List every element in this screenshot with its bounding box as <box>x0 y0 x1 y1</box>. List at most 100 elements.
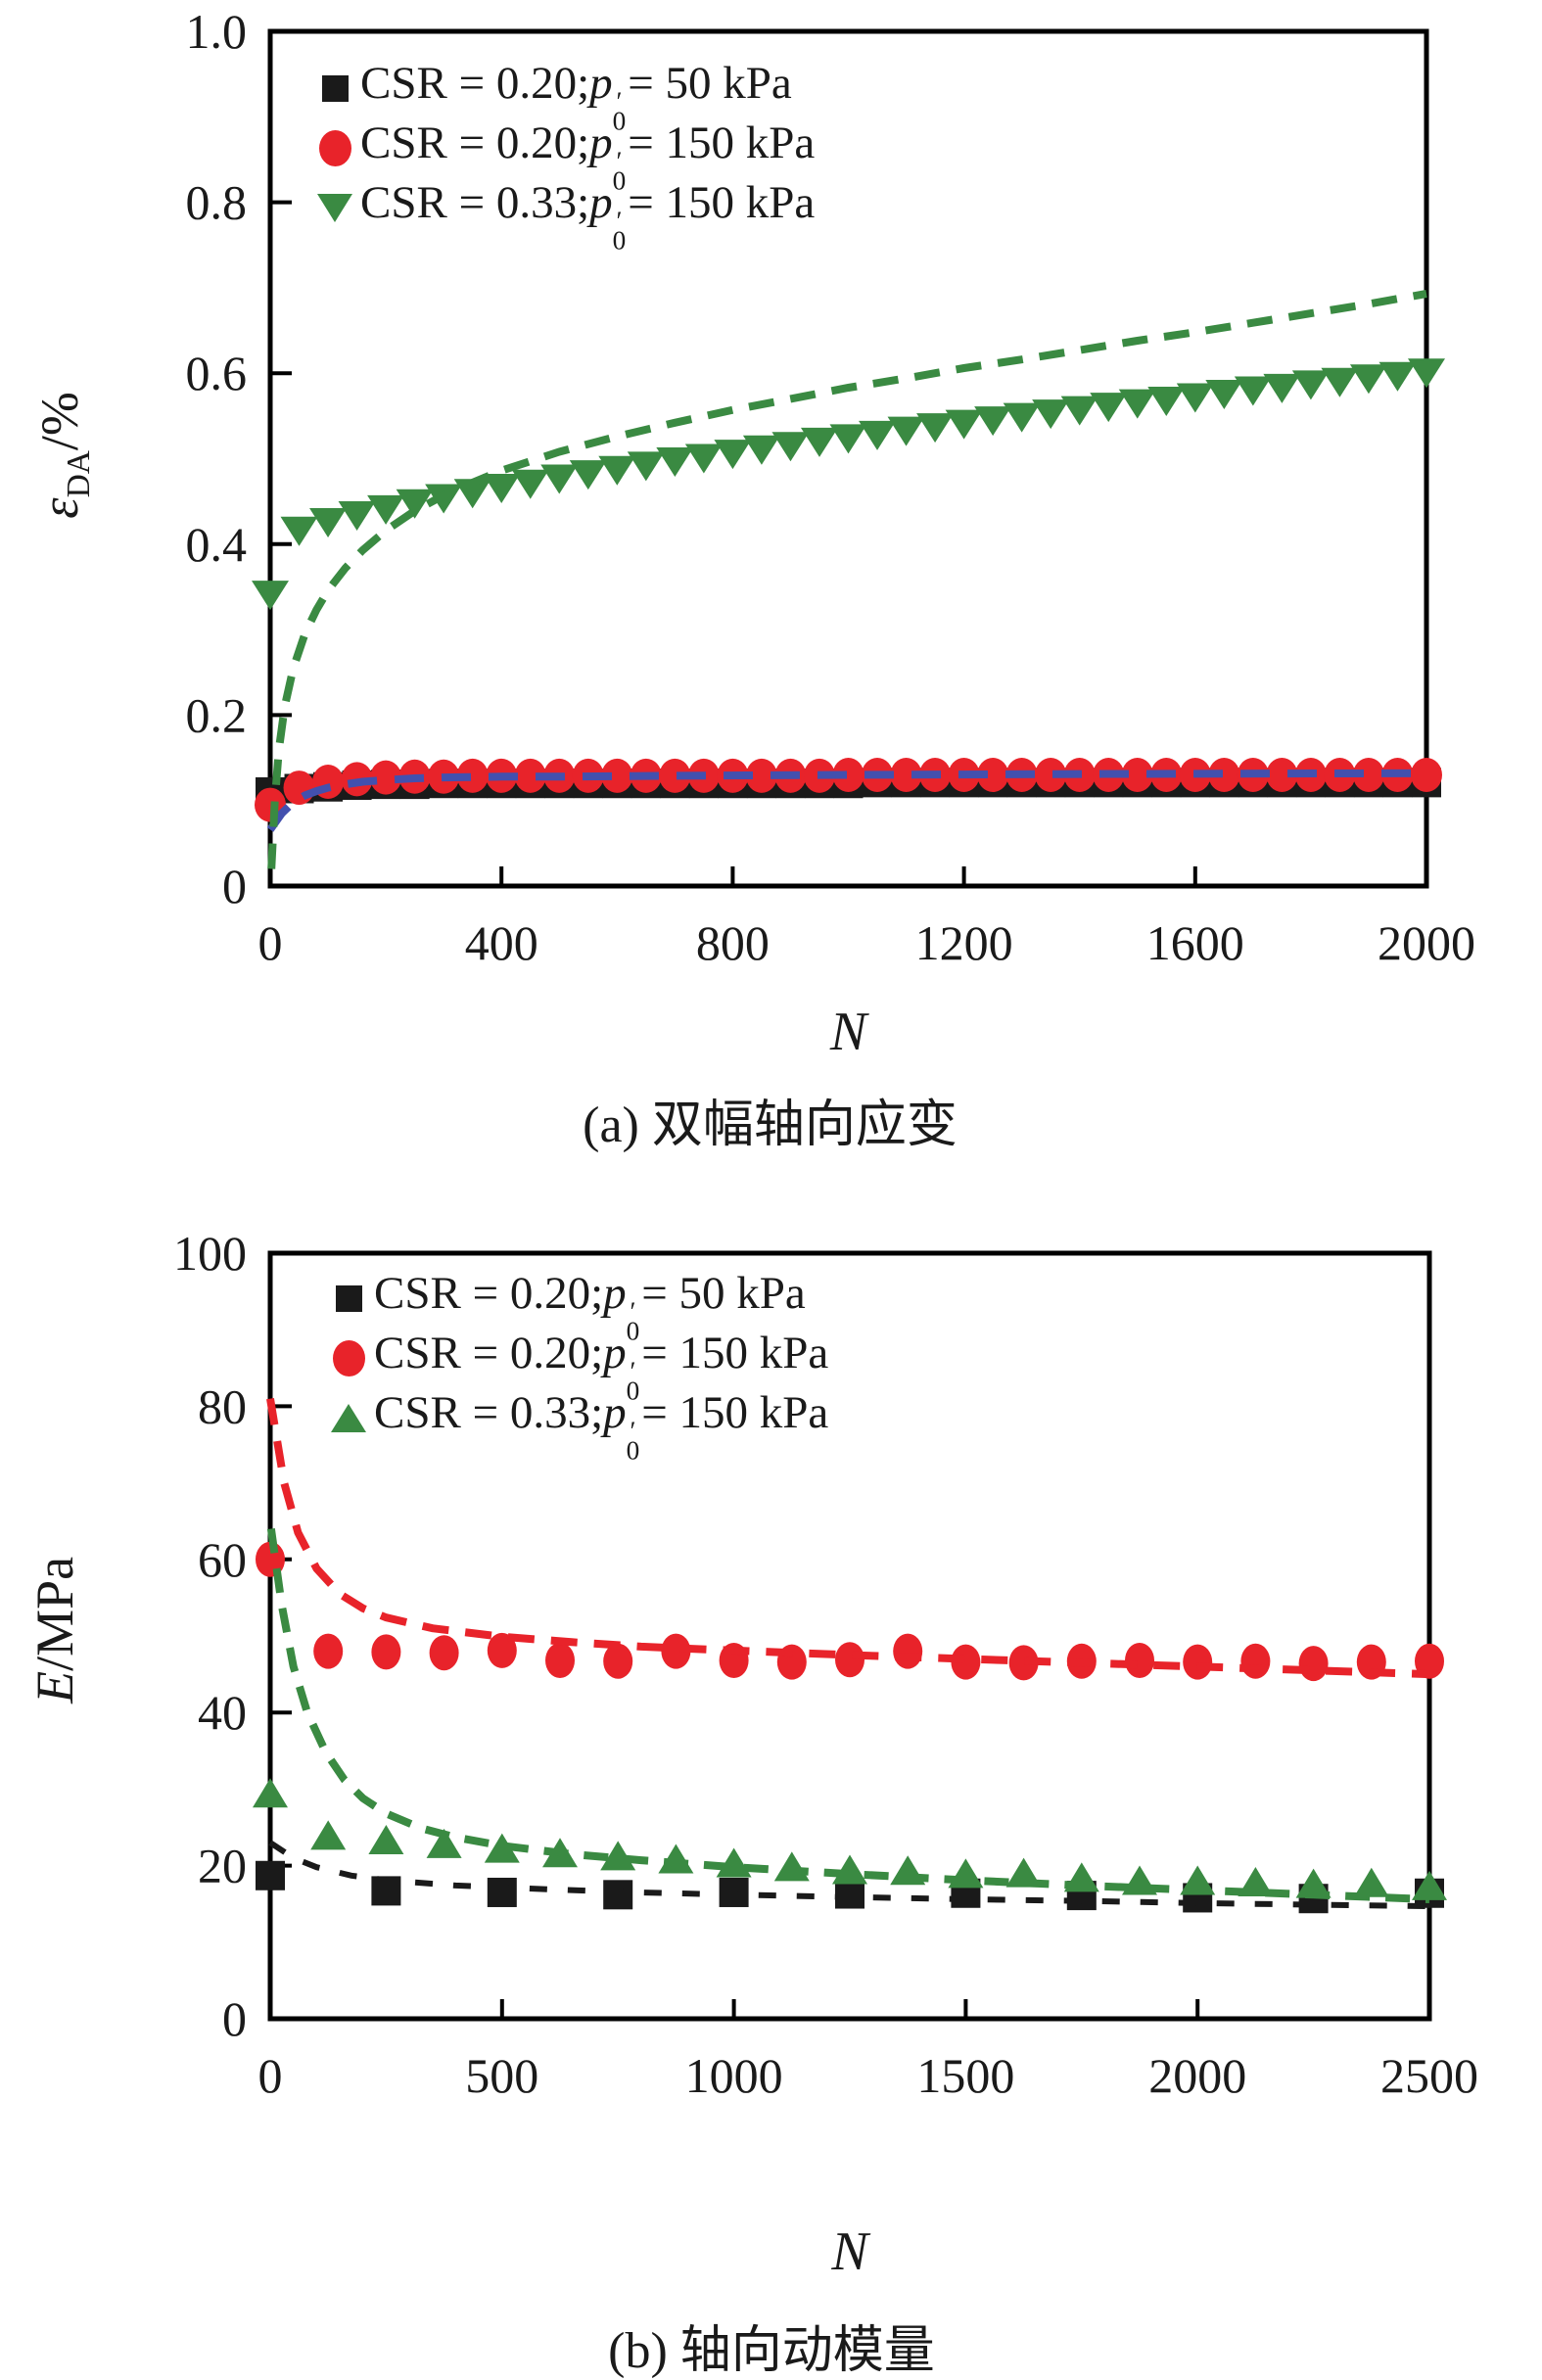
series-marker-triangle-down <box>945 409 983 440</box>
series-marker-triangle-down <box>396 489 434 519</box>
series-marker-triangle-down <box>338 500 376 531</box>
series-marker-circle <box>893 1633 923 1669</box>
legend-item: CSR = 0.20; p ′ 0 = 50 kPa <box>323 1268 828 1344</box>
series-marker-circle <box>1240 1643 1271 1679</box>
series-marker-circle <box>1411 758 1442 793</box>
series-marker-triangle-up <box>484 1833 520 1863</box>
series-marker-triangle-up <box>658 1843 694 1874</box>
series-marker-triangle-down <box>1234 376 1272 406</box>
fit-line <box>266 1527 1430 1903</box>
x-tick-label: 800 <box>696 915 770 970</box>
x-tick-label: 1200 <box>915 915 1013 970</box>
fit-line <box>267 290 1427 869</box>
series-marker-triangle-down <box>569 460 607 490</box>
series-marker-triangle-down <box>252 581 289 611</box>
series-marker-circle <box>1008 1645 1039 1681</box>
prime-subscript: ′ 0 <box>626 1296 640 1346</box>
plot-box-b <box>267 1250 1432 2022</box>
p-variable: p <box>603 1268 627 1320</box>
series-marker-circle <box>1266 758 1298 793</box>
series-marker-triangle-down <box>714 440 752 470</box>
p-variable: p <box>603 1387 627 1439</box>
legend-item: CSR = 0.20; p ′ 0 = 150 kPa <box>309 117 816 194</box>
prime-subscript: ′ 0 <box>612 146 627 196</box>
legend-label: CSR = 0.20; <box>374 1328 604 1379</box>
legend-label-value: = 50 kPa <box>628 58 792 110</box>
series-marker-triangle-down <box>771 432 810 462</box>
x-tick-label: 2000 <box>1378 915 1475 970</box>
legend-marker-circle-icon <box>323 1340 374 1377</box>
series-marker-triangle-down <box>1408 358 1445 389</box>
series-marker-triangle-down <box>887 416 925 446</box>
series-marker-circle <box>890 758 922 793</box>
series-marker-triangle-down <box>598 455 636 486</box>
prime-subscript: ′ 0 <box>626 1416 640 1466</box>
chart-b-caption: (b) 轴向动模量 <box>608 2323 935 2379</box>
y-tick-label: 20 <box>198 1839 247 1893</box>
legend-label: CSR = 0.20; <box>360 58 590 110</box>
x-tick-label: 400 <box>465 915 538 970</box>
series-marker-circle <box>429 1635 459 1671</box>
x-tick-label: 2000 <box>1148 2048 1246 2103</box>
series-marker-circle <box>603 1643 633 1679</box>
chart-b-y-axis-title: E/MPa <box>24 1473 93 1787</box>
series-marker-triangle-down <box>1176 383 1214 413</box>
p-variable: p <box>589 117 613 169</box>
x-tick-label: 1500 <box>916 2048 1014 2103</box>
series-marker-triangle-up <box>1353 1867 1389 1897</box>
legend-marker-triangle-down-icon <box>309 194 360 222</box>
y-tick-label: 0 <box>222 1991 247 2046</box>
y-tick-label: 0 <box>222 859 247 913</box>
series-marker-circle <box>313 1633 344 1669</box>
x-tick-label: 500 <box>465 2048 538 2103</box>
legend-marker-circle-icon <box>309 130 360 166</box>
series-marker-circle <box>1183 1644 1213 1680</box>
series-marker-circle <box>661 1633 691 1669</box>
series-marker-triangle-down <box>859 420 897 450</box>
y-tick-label: 0.6 <box>186 346 248 400</box>
series-marker-triangle-down <box>742 435 780 465</box>
series-marker-triangle-down <box>916 413 955 443</box>
series-marker-triangle-down <box>1378 361 1417 392</box>
series-marker-triangle-down <box>829 424 867 454</box>
series-marker-triangle-up <box>773 1851 810 1882</box>
legend-label-value: = 150 kPa <box>628 117 816 169</box>
chart-a-legend: CSR = 0.20; p ′ 0 = 50 kPa CSR = 0.20; p ′ 0 =… <box>309 58 816 254</box>
series-marker-circle <box>456 758 489 793</box>
series-marker-triangle-down <box>1349 364 1387 395</box>
y-tick-label: 0.2 <box>186 687 248 742</box>
series-marker-triangle-down <box>280 516 318 546</box>
series-marker-triangle-down <box>483 474 521 504</box>
prime-subscript: ′ 0 <box>612 206 627 256</box>
y-tick-label: 60 <box>198 1532 247 1587</box>
series-marker-circle <box>283 770 315 806</box>
series-marker-circle <box>370 760 402 795</box>
legend-item: CSR = 0.20; p ′ 0 = 150 kPa <box>323 1328 828 1404</box>
series-marker-circle <box>951 1644 981 1680</box>
series-marker-circle <box>1035 758 1067 793</box>
series-marker-circle <box>832 758 864 793</box>
series-marker-triangle-down <box>1147 387 1186 417</box>
x-tick-label: 0 <box>258 2048 283 2103</box>
series-marker-triangle-up <box>368 1825 404 1855</box>
series-marker-triangle-down <box>974 406 1012 437</box>
series-marker-triangle-down <box>1003 402 1041 433</box>
y-tick-label: 0.8 <box>186 175 248 230</box>
prime-subscript: ′ 0 <box>612 86 627 136</box>
series-marker-triangle-down <box>540 464 579 494</box>
series-marker-triangle-down <box>367 494 405 525</box>
series-marker-triangle-down <box>1118 389 1156 419</box>
series-marker-triangle-down <box>1090 393 1128 423</box>
series-marker-square <box>603 1880 633 1910</box>
y-tick-label: 0.4 <box>186 517 248 572</box>
series-marker-triangle-down <box>1263 373 1301 403</box>
series-marker-circle <box>601 758 633 793</box>
legend-label: CSR = 0.20; <box>374 1268 604 1320</box>
series-marker-circle <box>659 758 691 793</box>
x-tick-label: 0 <box>258 915 283 970</box>
fit-line <box>266 769 1427 832</box>
chart-b-x-axis-title: N <box>831 2221 868 2282</box>
legend-marker-square-icon <box>323 1285 374 1312</box>
